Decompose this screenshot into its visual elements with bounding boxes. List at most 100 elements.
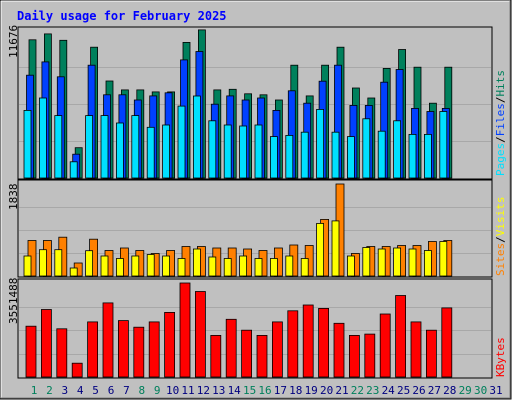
bar-pages [269,136,278,179]
x-tick-label: 10 [166,384,179,397]
bar-pages [408,133,417,179]
bar-sites [131,255,140,277]
x-tick-label: 11 [181,384,194,397]
bar-sites [146,254,155,277]
bar-kbytes [241,329,253,378]
bar-pages [346,136,355,179]
bar-kbytes [302,304,314,378]
bar-pages [116,122,124,179]
bar-pages [23,110,32,179]
bar-sites [39,249,47,277]
bar-kbytes [256,334,268,378]
bar-sites [439,241,448,277]
bar-sites [100,255,109,277]
bar-sites [192,248,201,277]
bar-sites [208,256,217,277]
bar-pages [423,133,432,179]
bar-pages [85,115,93,179]
legend-pages: Pages [494,143,507,176]
bar-sites [423,250,432,277]
legend-sites-visits: Sites/Visits [494,197,507,277]
legend-sep-2: / [494,97,507,104]
bar-kbytes [318,307,330,378]
bar-sites [177,258,186,277]
bar-pages [285,134,294,179]
bar-pages [192,95,201,179]
max-label-hits: 11676 [7,25,20,58]
legend-sites: Sites [494,243,507,276]
legend-hits-files-pages: Pages/Files/Hits [494,70,507,176]
x-tick-label: 24 [382,384,396,397]
bar-kbytes [148,321,160,378]
legend-sep-3: / [494,236,507,243]
bar-pages [146,126,155,179]
x-tick-label: 2 [46,384,53,397]
bar-pages [300,131,309,179]
x-tick-label: 19 [305,384,318,397]
bar-pages [177,105,186,179]
x-tick-label: 20 [320,384,333,397]
x-tick-label: 26 [412,384,425,397]
x-tick-label: 17 [274,384,287,397]
x-tick-label: 6 [108,384,115,397]
bar-kbytes [425,329,437,378]
bar-sites [377,248,386,277]
bar-pages [239,125,248,179]
x-axis-labels: 1 2 3 4 5 6 7 8 9 10 11 12 13 14 15 16 17 18 19 20 21 22 23 24 2… [31,384,503,397]
bar-kbytes [133,326,145,378]
x-tick-label: 23 [366,384,379,397]
bar-pages [377,130,386,179]
legend-hits: Hits [494,70,507,97]
x-tick-label: 27 [428,384,441,397]
x-tick-label: 16 [258,384,271,397]
x-tick-label: 29 [459,384,472,397]
x-tick-label: 8 [138,384,145,397]
x-tick-label: 12 [197,384,210,397]
bar-pages [331,131,340,179]
bar-kbytes [441,307,453,378]
bar-kbytes [210,334,222,378]
bar-kbytes [287,310,299,378]
x-tick-label: 31 [489,384,502,397]
bar-sites [223,258,232,277]
bar-kbytes [348,334,360,378]
bar-sites [346,255,355,277]
bar-sites [393,247,402,277]
bar-sites [23,255,32,277]
bar-kbytes [102,302,114,378]
x-tick-label: 28 [443,384,456,397]
bar-kbytes [71,362,83,378]
legend-files: Files [494,103,507,136]
max-label-kbytes: 3551488 [7,278,20,324]
x-tick-label: 14 [228,384,242,397]
x-tick-label: 30 [474,384,487,397]
bar-sites [162,255,171,277]
bar-pages [131,115,140,179]
bar-kbytes [395,295,407,378]
bar-pages [69,161,78,179]
bar-pages [439,111,448,179]
x-tick-label: 4 [77,384,84,397]
bar-kbytes [364,333,376,378]
x-tick-label: 22 [351,384,364,397]
bar-kbytes [87,321,98,378]
bar-sites [116,258,124,277]
bar-sites [316,222,325,277]
x-tick-label: 1 [31,384,38,397]
bar-kbytes [179,282,191,378]
bar-pages [223,124,232,179]
x-tick-label: 7 [123,384,130,397]
bar-sites [54,249,63,277]
x-tick-label: 13 [212,384,225,397]
bar-sites [408,248,417,277]
bar-pages [100,115,109,179]
bar-kbytes [410,321,422,378]
bar-pages [208,120,217,179]
bar-kbytes [56,328,68,378]
bar-kbytes [194,291,206,378]
bar-pages [54,115,63,179]
bar-sites [362,247,371,277]
bars [23,29,453,378]
bar-pages [162,124,171,179]
